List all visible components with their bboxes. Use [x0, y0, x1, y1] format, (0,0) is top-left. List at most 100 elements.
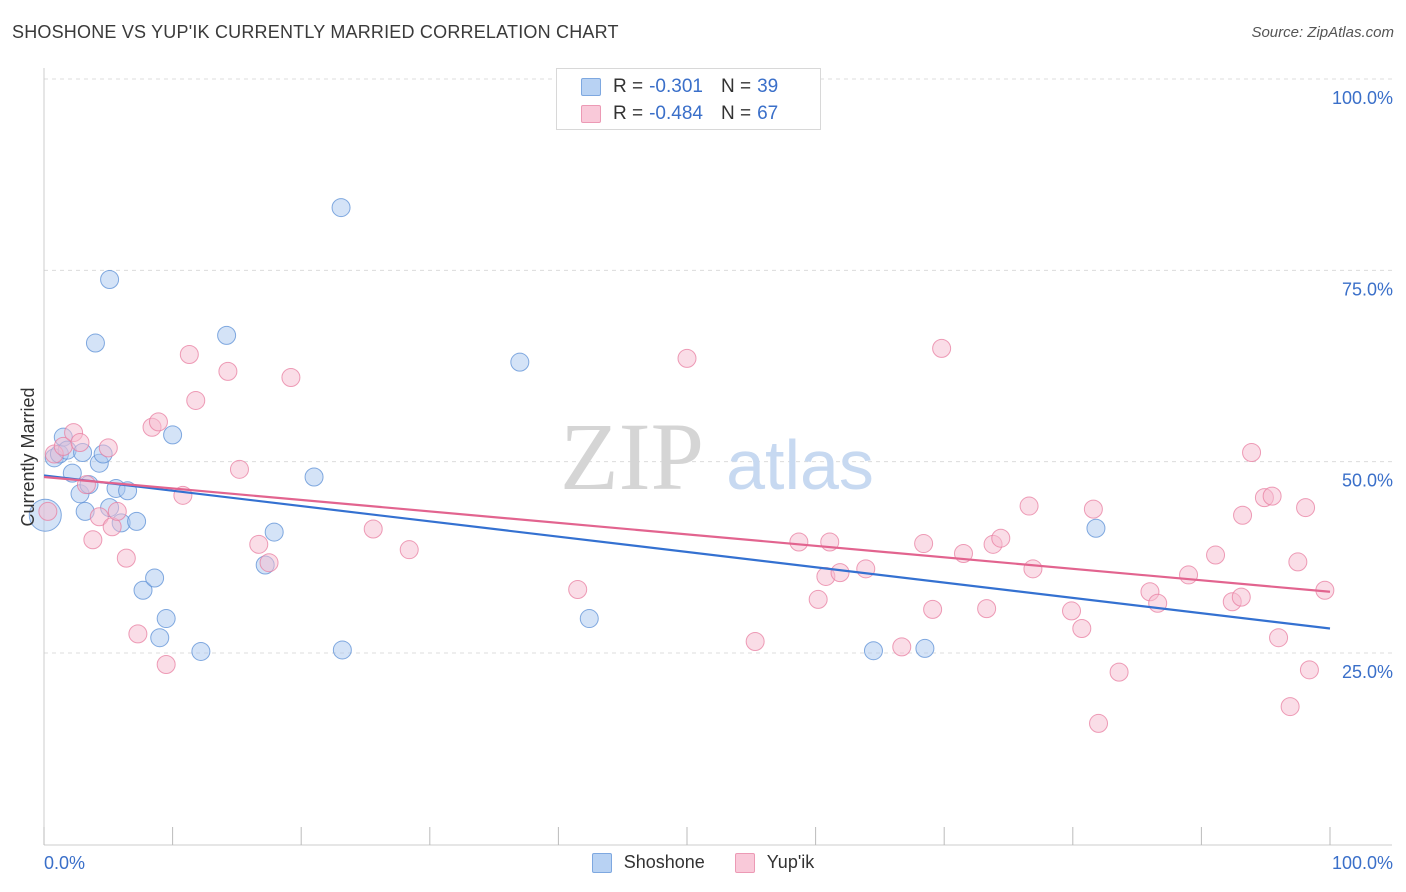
yupik-point [70, 433, 90, 453]
watermark-atlas: atlas [726, 426, 874, 504]
yupik-point [156, 654, 176, 674]
shoshone-point [191, 641, 211, 661]
shoshone-point [217, 325, 237, 345]
trend-layer [43, 474, 1331, 630]
x-tick-label-max: 100.0% [1332, 853, 1393, 873]
yupik-point [1269, 628, 1289, 648]
yupik-point [932, 338, 952, 358]
correlation-legend: R = -0.301 N = 39 R = -0.484 N = 67 [556, 68, 821, 130]
yupik-point [1299, 660, 1319, 680]
watermark: ZIP atlas [560, 403, 874, 510]
yupik-point [1206, 545, 1226, 565]
yupik-point [1072, 619, 1092, 639]
yupik-point [745, 632, 765, 652]
legend-r-label: R = [613, 103, 644, 124]
y-tick-label: 100.0% [1332, 88, 1393, 108]
shoshone-point [304, 467, 324, 487]
shoshone-point [150, 628, 170, 648]
legend-n-label: N = [720, 76, 752, 97]
yupik-point [808, 589, 828, 609]
shoshone-point [863, 641, 883, 661]
yupik-point [914, 534, 934, 554]
yupik-point [249, 534, 269, 554]
y-tick-label: 50.0% [1342, 471, 1393, 491]
yupik-point [281, 367, 301, 387]
series-label-yupik: Yup'ik [766, 852, 815, 872]
shoshone-point [1086, 518, 1106, 538]
yupik-point [991, 528, 1011, 548]
yupik-point [1296, 498, 1316, 518]
shoshone-point [85, 333, 105, 353]
yupik-point [98, 438, 118, 458]
shoshone-point [145, 568, 165, 588]
yupik-point [148, 412, 168, 432]
shoshone-point [579, 609, 599, 629]
series-label-shoshone: Shoshone [623, 852, 705, 872]
yupik-trend-line [43, 475, 1331, 593]
yupik-point [179, 345, 199, 365]
shoshone-point [331, 198, 351, 218]
shoshone-point [510, 352, 530, 372]
series-legend-yupik[interactable]: Yup'ik [734, 852, 815, 873]
legend-row-yupik: R = -0.484 N = 67 [581, 101, 796, 127]
yupik-point [1280, 697, 1300, 717]
yupik-point [83, 530, 103, 550]
shoshone-point [163, 425, 183, 445]
yupik-point [1062, 601, 1082, 621]
shoshone-point [915, 638, 935, 658]
yupik-point [856, 559, 876, 579]
legend-r-label: R = [613, 76, 644, 97]
yupik-point [399, 540, 419, 560]
yupik-point [1242, 442, 1262, 462]
shoshone-trend-line [43, 474, 1331, 630]
yupik-point [218, 361, 238, 381]
yupik-point [89, 507, 109, 527]
y-axis-label: Currently Married [18, 387, 38, 526]
yupik-point [229, 459, 249, 479]
yupik-point [892, 637, 912, 657]
yupik-point [568, 579, 588, 599]
shoshone-point [156, 609, 176, 629]
yupik-point [363, 519, 383, 539]
yupik-point [186, 390, 206, 410]
shoshone-point [332, 640, 352, 660]
series-swatch-yupik [734, 852, 755, 873]
legend-swatch-yupik [581, 105, 601, 123]
y-tick-label: 25.0% [1342, 662, 1393, 682]
points-layer [28, 198, 1335, 733]
series-legend: Shoshone Yup'ik [0, 852, 1406, 873]
watermark-zip: ZIP [560, 403, 704, 510]
yupik-point [1288, 552, 1308, 572]
yupik-point [128, 624, 148, 644]
yupik-point [1179, 565, 1199, 585]
legend-n-label: N = [720, 103, 752, 124]
chart-title: SHOSHONE VS YUP'IK CURRENTLY MARRIED COR… [12, 22, 619, 42]
yupik-point [923, 599, 943, 619]
yupik-point [1109, 662, 1129, 682]
yupik-point [1089, 713, 1109, 733]
series-legend-shoshone[interactable]: Shoshone [591, 852, 705, 873]
yupik-point [1262, 486, 1282, 506]
yupik-point [76, 475, 96, 495]
x-tick-label-min: 0.0% [44, 853, 85, 873]
yupik-point [830, 563, 850, 583]
series-swatch-shoshone [591, 852, 612, 873]
shoshone-point [127, 511, 147, 531]
legend-r-value: -0.484 [649, 103, 703, 124]
legend-r-value: -0.301 [649, 76, 703, 97]
shoshone-point [100, 270, 120, 290]
yupik-point [1233, 505, 1253, 525]
yupik-point [977, 599, 997, 619]
yupik-point [1023, 559, 1043, 579]
legend-row-shoshone: R = -0.301 N = 39 [581, 74, 796, 100]
legend-n-value: 39 [757, 76, 779, 97]
yupik-point [1231, 587, 1251, 607]
y-tick-label: 75.0% [1342, 279, 1393, 299]
yupik-point [259, 553, 279, 573]
yupik-point [789, 532, 809, 552]
yupik-point [38, 501, 58, 521]
yupik-point [1019, 496, 1039, 516]
yupik-point [107, 501, 127, 521]
yupik-point [1083, 499, 1103, 519]
